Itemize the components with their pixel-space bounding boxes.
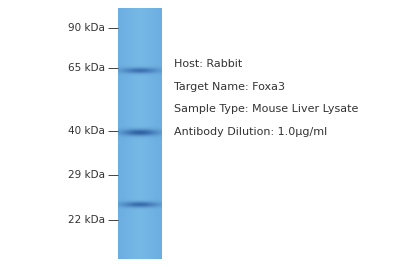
Text: Antibody Dilution: 1.0μg/ml: Antibody Dilution: 1.0μg/ml xyxy=(174,127,327,137)
Text: 40 kDa: 40 kDa xyxy=(68,126,105,136)
Text: Sample Type: Mouse Liver Lysate: Sample Type: Mouse Liver Lysate xyxy=(174,104,358,115)
Text: Target Name: Foxa3: Target Name: Foxa3 xyxy=(174,82,285,92)
Text: 90 kDa: 90 kDa xyxy=(68,23,105,33)
Text: Host: Rabbit: Host: Rabbit xyxy=(174,59,242,69)
Text: 29 kDa: 29 kDa xyxy=(68,170,105,180)
Text: 65 kDa: 65 kDa xyxy=(68,63,105,73)
Text: 22 kDa: 22 kDa xyxy=(68,215,105,225)
